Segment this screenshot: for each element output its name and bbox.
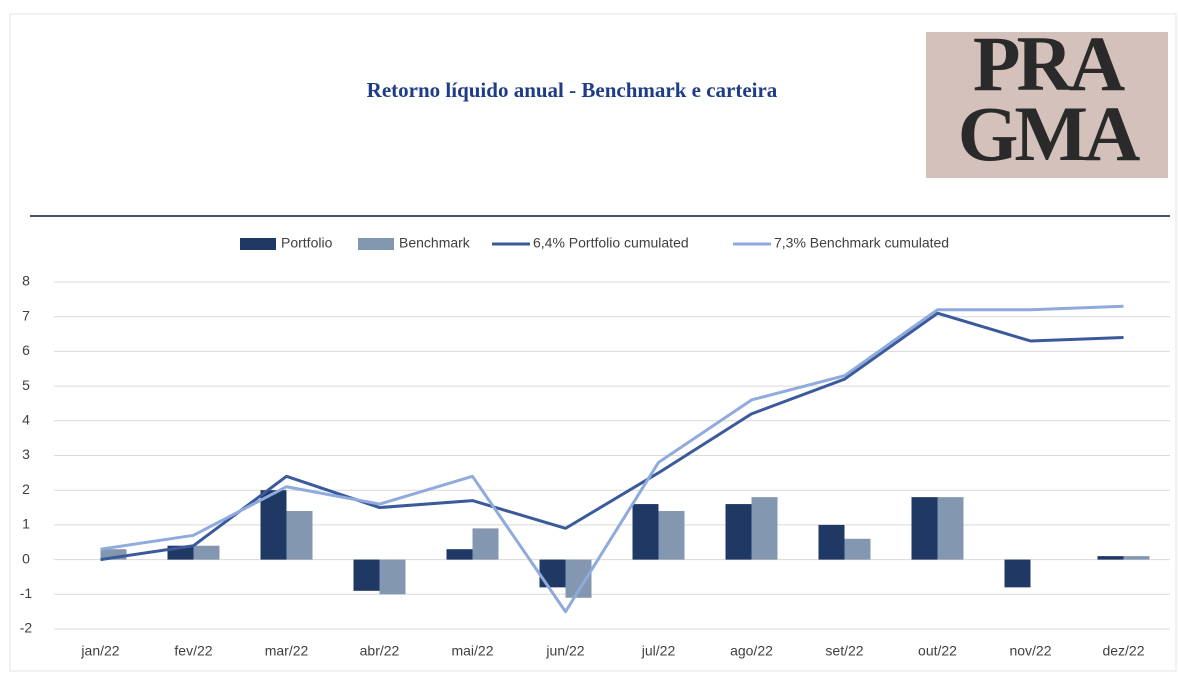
bar <box>1004 559 1031 588</box>
x-tick-label: mai/22 <box>451 643 493 659</box>
y-tick-label: 0 <box>22 550 30 566</box>
bar <box>1097 556 1124 560</box>
line <box>100 311 1124 562</box>
legend-swatch <box>240 238 276 250</box>
bar <box>193 545 220 560</box>
bar <box>260 490 287 560</box>
bar <box>379 559 406 595</box>
y-tick-label: -1 <box>20 585 33 601</box>
bar <box>844 538 871 560</box>
y-tick-label: 4 <box>22 412 30 428</box>
line <box>100 304 1124 614</box>
x-tick-label: abr/22 <box>360 643 400 659</box>
bar <box>353 559 380 591</box>
legend-label: 6,4% Portfolio cumulated <box>533 235 689 251</box>
x-tick-label: jan/22 <box>80 643 119 659</box>
x-tick-label: jul/22 <box>641 643 676 659</box>
legend-swatch <box>358 238 394 250</box>
bar <box>286 511 313 560</box>
x-tick-label: set/22 <box>825 643 863 659</box>
y-tick-label: 3 <box>22 446 30 462</box>
frame <box>9 13 1177 672</box>
x-tick-label: nov/22 <box>1009 643 1051 659</box>
x-tick-label: ago/22 <box>730 643 773 659</box>
logo-text: PRA <box>973 20 1125 107</box>
x-tick-label: jun/22 <box>545 643 584 659</box>
bar <box>725 504 752 560</box>
logo-box <box>926 32 1168 178</box>
chart-title: Retorno líquido anual - Benchmark e cart… <box>367 78 778 102</box>
bar <box>818 524 845 560</box>
x-tick-label: mar/22 <box>265 643 309 659</box>
x-tick-label: dez/22 <box>1102 643 1144 659</box>
legend-label: 7,3% Benchmark cumulated <box>774 235 949 251</box>
logo-text: GMA <box>958 90 1140 177</box>
y-tick-label: 2 <box>22 481 30 497</box>
y-tick-label: 5 <box>22 377 30 393</box>
y-tick-label: 6 <box>22 342 30 358</box>
bar <box>539 559 566 588</box>
bar <box>632 504 659 560</box>
bar <box>446 549 473 560</box>
bar <box>658 511 685 560</box>
x-tick-label: out/22 <box>918 643 957 659</box>
bar <box>937 497 964 560</box>
bar <box>1123 556 1150 560</box>
legend-label: Benchmark <box>399 235 471 251</box>
bar <box>100 549 127 560</box>
bar <box>751 497 778 560</box>
y-tick-label: 1 <box>22 516 30 532</box>
legend-label: Portfolio <box>281 235 333 251</box>
y-tick-label: 8 <box>22 273 30 289</box>
y-tick-label: 7 <box>22 307 30 323</box>
bar <box>911 497 938 560</box>
x-tick-label: fev/22 <box>174 643 212 659</box>
y-tick-label: -2 <box>20 620 33 636</box>
bar <box>472 528 499 560</box>
